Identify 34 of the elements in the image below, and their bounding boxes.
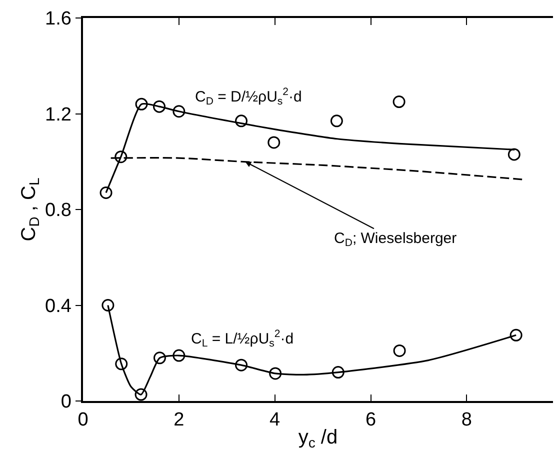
x-axis-title: y$_{c}$ /d: [298, 426, 338, 451]
point: [332, 366, 344, 379]
x-tick-label: 0: [78, 410, 88, 431]
y-tick-label: 1.2: [45, 104, 72, 126]
point: [268, 136, 280, 149]
point: [153, 352, 166, 364]
point: [100, 186, 112, 199]
point: [235, 358, 248, 372]
x-tick-label: 4: [270, 410, 281, 431]
point: [115, 358, 128, 370]
point: [269, 367, 282, 380]
x-tick-label: 8: [461, 410, 472, 431]
annotation: C$_{L}$ = L/½ρU$_{s}$$^{2}$·d: [191, 328, 294, 350]
point: [235, 114, 248, 128]
point: [172, 349, 186, 362]
point: [135, 98, 148, 110]
y-tick-label: 0.4: [45, 296, 72, 317]
point: [114, 150, 128, 164]
point: [392, 96, 406, 108]
point: [508, 148, 520, 161]
point: [102, 299, 114, 312]
y-tick-label: 0: [60, 392, 72, 413]
y-tick-label: 1.6: [45, 8, 72, 30]
annotation: C$_{D}$ = D/½ρU$_{s}$$^{2}$·d: [195, 86, 302, 108]
annotation: C$_{D}$; Wieselsberger: [334, 230, 457, 250]
point: [330, 114, 343, 128]
point: [393, 344, 406, 357]
x-tick-label: 6: [365, 410, 376, 431]
x-tick-label: 2: [174, 410, 184, 431]
point: [172, 105, 186, 118]
point: [153, 100, 166, 113]
point: [134, 388, 148, 401]
point: [510, 328, 522, 342]
y-tick-label: 0.8: [45, 200, 72, 222]
